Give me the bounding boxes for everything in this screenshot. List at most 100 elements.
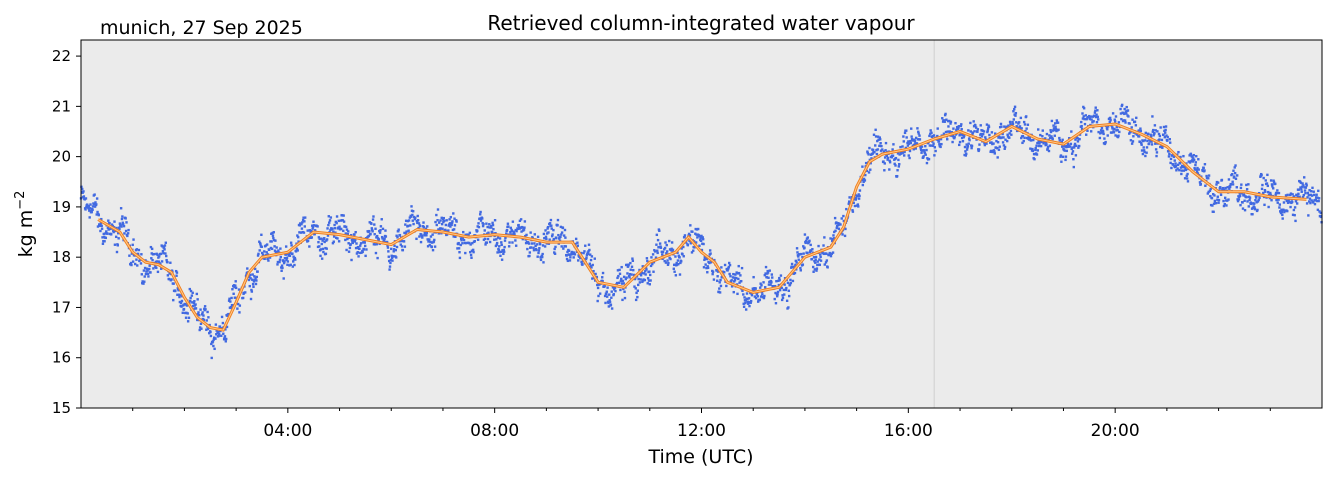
scatter-point: [1050, 119, 1054, 123]
scatter-point: [1037, 140, 1040, 143]
scatter-point: [452, 235, 455, 238]
scatter-point: [477, 225, 481, 229]
scatter-point: [1092, 120, 1095, 123]
scatter-point: [682, 255, 685, 258]
scatter-point: [1053, 128, 1056, 132]
scatter-point: [107, 219, 110, 222]
scatter-point: [1234, 164, 1237, 167]
scatter-point: [776, 294, 779, 298]
scatter-point: [299, 231, 303, 234]
scatter-point: [693, 246, 696, 249]
scatter-point: [905, 129, 908, 132]
scatter-point: [248, 284, 251, 288]
scatter-point: [1115, 126, 1119, 129]
scatter-point: [797, 258, 800, 261]
scatter-point: [627, 264, 630, 268]
scatter-point: [1004, 138, 1007, 141]
scatter-point: [622, 282, 625, 285]
scatter-point: [953, 135, 956, 139]
scatter-point: [1028, 137, 1032, 140]
scatter-point: [140, 273, 144, 276]
scatter-point: [433, 238, 436, 242]
scatter-point: [549, 218, 553, 222]
scatter-point: [553, 252, 557, 255]
scatter-point: [802, 245, 805, 248]
scatter-point: [492, 227, 495, 231]
scatter-point: [1002, 136, 1005, 139]
scatter-point: [417, 226, 420, 230]
scatter-point: [178, 300, 182, 304]
scatter-point: [939, 145, 942, 149]
scatter-point: [230, 296, 233, 300]
scatter-point: [1219, 186, 1222, 189]
scatter-point: [1154, 129, 1157, 132]
scatter-point: [588, 248, 591, 252]
scatter-point: [958, 140, 962, 144]
scatter-point: [179, 294, 182, 297]
scatter-point: [1070, 130, 1073, 133]
scatter-point: [663, 246, 667, 250]
scatter-point: [1151, 115, 1154, 118]
scatter-point: [439, 227, 443, 230]
scatter-point: [285, 256, 289, 260]
scatter-point: [923, 152, 927, 155]
scatter-point: [653, 249, 656, 252]
scatter-point: [365, 248, 368, 251]
scatter-point: [1013, 105, 1017, 108]
scatter-point: [959, 124, 963, 128]
scatter-point: [1288, 193, 1292, 197]
scatter-point: [778, 278, 781, 282]
scatter-point: [112, 229, 115, 233]
scatter-point: [629, 261, 632, 265]
scatter-point: [1175, 169, 1178, 172]
scatter-point: [1077, 146, 1080, 149]
scatter-point: [996, 156, 999, 159]
scatter-point: [919, 148, 923, 152]
scatter-point: [1293, 206, 1297, 209]
scatter-point: [151, 253, 155, 256]
scatter-point: [630, 265, 634, 268]
scatter-point: [652, 261, 656, 264]
scatter-point: [946, 119, 950, 123]
scatter-point: [1280, 208, 1283, 211]
scatter-point: [317, 241, 320, 244]
scatter-point: [156, 270, 160, 274]
scatter-point: [258, 240, 261, 243]
scatter-point: [1275, 191, 1279, 195]
scatter-point: [958, 143, 961, 147]
scatter-point: [1296, 195, 1299, 198]
scatter-point: [1279, 210, 1282, 213]
scatter-point: [104, 236, 108, 240]
scatter-point: [906, 141, 909, 145]
scatter-point: [900, 152, 903, 155]
scatter-point: [604, 301, 607, 305]
scatter-point: [815, 267, 819, 270]
scatter-point: [139, 262, 143, 265]
scatter-point: [601, 271, 605, 275]
scatter-point: [1221, 186, 1225, 190]
scatter-point: [1166, 139, 1169, 142]
y-tick-label: 16: [52, 349, 71, 367]
scatter-point: [920, 145, 924, 148]
scatter-point: [626, 272, 629, 275]
scatter-point: [1114, 115, 1118, 118]
scatter-point: [88, 216, 91, 219]
scatter-point: [711, 270, 715, 273]
scatter-point: [202, 314, 205, 317]
scatter-point: [1110, 131, 1114, 134]
scatter-point: [258, 242, 262, 245]
scatter-point: [1250, 202, 1253, 206]
scatter-point: [588, 262, 592, 265]
scatter-point: [669, 257, 672, 261]
scatter-point: [591, 263, 594, 267]
scatter-point: [196, 318, 199, 322]
scatter-point: [559, 225, 563, 229]
scatter-point: [634, 298, 638, 302]
scatter-point: [728, 272, 731, 276]
scatter-point: [1294, 219, 1297, 223]
scatter-point: [234, 280, 237, 283]
scatter-point: [467, 233, 470, 236]
scatter-point: [341, 219, 345, 222]
scatter-point: [344, 232, 347, 235]
scatter-point: [208, 331, 211, 335]
